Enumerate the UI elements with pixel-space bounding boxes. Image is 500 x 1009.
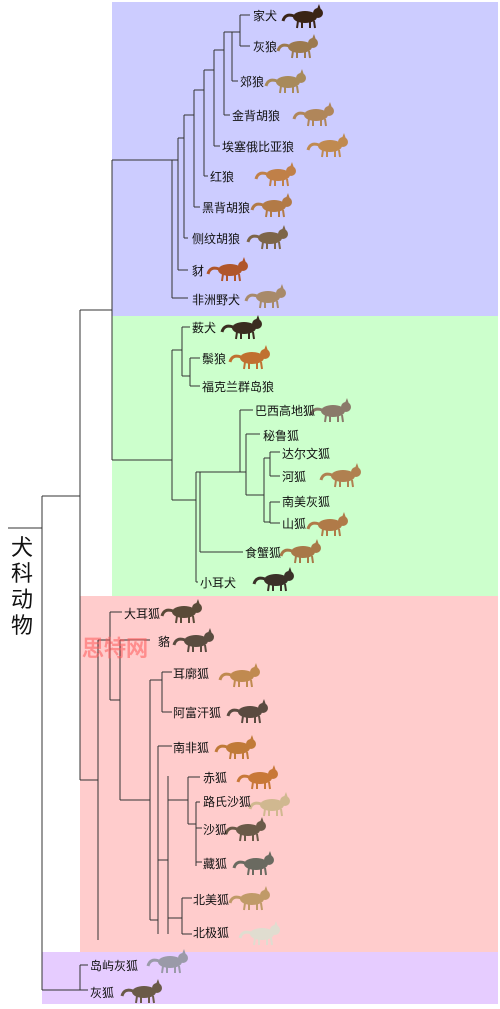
- leaf-label: 非洲野犬: [192, 293, 240, 307]
- leaf-label: 藏狐: [203, 857, 227, 871]
- animal-icon: [281, 4, 323, 29]
- leaf-label: 薮犬: [192, 321, 216, 335]
- leaf-labels: 家犬 灰狼 郊狼 金背胡狼 埃塞俄比亚狼 红狼 黑背胡狼 侧纹胡狼 豺 非洲野犬…: [90, 8, 330, 1000]
- animal-icon: [224, 817, 266, 842]
- leaf-label: 巴西高地狐: [255, 403, 315, 418]
- leaf-label: 金背胡狼: [232, 108, 280, 123]
- animal-icon: [236, 765, 278, 790]
- leaf-label: 食蟹狐: [245, 545, 281, 560]
- leaf-label: 家犬: [253, 8, 277, 23]
- animal-icon: [226, 699, 268, 724]
- animal-icon: [218, 663, 260, 688]
- leaf-label: 山狐: [282, 517, 306, 531]
- animal-icon: [206, 257, 248, 282]
- leaf-label: 阿富汗狐: [173, 705, 221, 720]
- animal-icon: [292, 102, 334, 127]
- leaf-label: 南非狐: [173, 740, 209, 755]
- leaf-label: 河狐: [282, 470, 306, 484]
- leaf-label: 北美狐: [193, 893, 229, 907]
- animal-icon: [220, 315, 262, 340]
- tree-branches: [8, 14, 280, 991]
- leaf-label: 小耳犬: [200, 576, 236, 590]
- leaf-label: 达尔文狐: [282, 446, 330, 461]
- leaf-label: 黑背胡狼: [202, 200, 250, 215]
- animal-icon: [246, 225, 288, 250]
- animal-icon: [252, 567, 294, 592]
- leaf-label: 豺: [192, 264, 204, 278]
- leaf-label: 灰狼: [253, 39, 277, 54]
- animal-icon: [276, 34, 318, 59]
- animal-icon: [250, 193, 292, 218]
- animal-icon: [232, 851, 274, 876]
- animal-icon: [306, 133, 348, 158]
- root-label-char: 动: [11, 588, 33, 613]
- leaf-label: 貉: [158, 634, 170, 649]
- leaf-label: 福克兰群岛狼: [202, 379, 274, 394]
- leaf-label: 路氏沙狐: [203, 794, 251, 809]
- leaf-label: 北极狐: [193, 926, 229, 940]
- animal-icon: [120, 979, 162, 1004]
- animal-icon: [238, 921, 280, 946]
- animal-icon: [279, 539, 321, 564]
- animal-icon: [214, 735, 256, 760]
- leaf-label: 赤狐: [203, 771, 227, 785]
- animal-icon: [319, 463, 361, 488]
- animal-icon: [306, 512, 348, 537]
- leaf-label: 大耳狐: [124, 607, 160, 621]
- group-panel-gray-foxes: [42, 952, 498, 1004]
- animal-icon: [146, 949, 188, 974]
- root-label: 犬 科 动 物: [11, 536, 33, 639]
- animal-icons: [120, 4, 361, 1004]
- root-label-char: 犬: [11, 536, 33, 561]
- root-label-char: 科: [11, 562, 33, 587]
- animal-icon: [254, 162, 296, 187]
- leaf-label: 耳廓狐: [173, 666, 209, 681]
- animal-icon: [309, 398, 351, 423]
- leaf-label: 侧纹胡狼: [192, 231, 240, 246]
- animal-icon: [228, 886, 270, 911]
- leaf-label: 鬃狼: [202, 351, 226, 366]
- leaf-label: 秘鲁狐: [263, 429, 299, 443]
- leaf-label: 灰狐: [90, 986, 114, 1000]
- root-label-char: 物: [11, 614, 33, 639]
- watermark: 思特网: [82, 636, 148, 662]
- animal-icon: [264, 69, 306, 94]
- animal-icon: [248, 792, 290, 817]
- leaf-label: 岛屿灰狐: [90, 958, 138, 973]
- leaf-label: 埃塞俄比亚狼: [222, 139, 294, 154]
- animal-icon: [172, 628, 214, 653]
- leaf-label: 沙狐: [203, 823, 227, 837]
- leaf-label: 红狼: [210, 169, 234, 184]
- animal-icon: [244, 284, 286, 309]
- animal-icon: [160, 599, 202, 624]
- animal-icon: [228, 345, 270, 370]
- leaf-label: 郊狼: [240, 74, 264, 89]
- leaf-label: 南美灰狐: [282, 494, 330, 509]
